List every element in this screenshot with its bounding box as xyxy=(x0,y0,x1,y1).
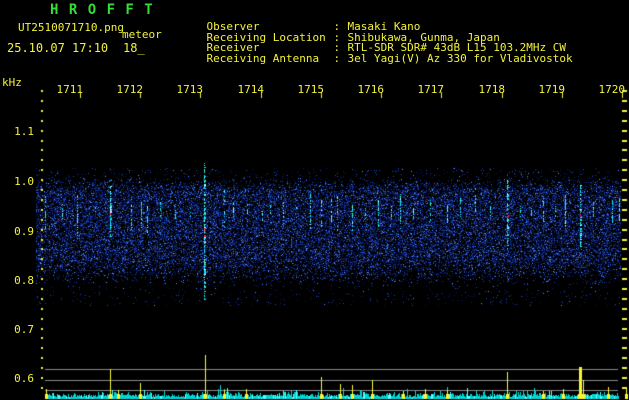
app-title: H R O F F T xyxy=(50,2,154,18)
receiver-value: RTL-SDR SDR# 43dB L15 103.2MHz CW xyxy=(347,41,567,54)
x-axis-tick-label: 1713 xyxy=(176,83,204,96)
observer-value: Masaki Kano xyxy=(347,20,421,33)
info-row-receiver: Receiver: RTL-SDR SDR# 43dB L15 103.2MHz … xyxy=(180,28,567,67)
info-label: Receiving Location xyxy=(206,30,326,44)
x-axis-tick-label: 1717 xyxy=(417,83,445,96)
datetime-label: 25.10.07 17:10 xyxy=(7,41,109,55)
info-row-location: Receiving Location: Shibukawa, Gunma, Jap… xyxy=(180,18,500,57)
y-axis-tick-label: 1.0 xyxy=(14,175,34,188)
x-axis-tick-label: 1719 xyxy=(538,83,566,96)
antenna-value: 3el Yagi(V) Az 330 for Vladivostok xyxy=(347,51,573,65)
seconds-counter: 18_ xyxy=(123,41,145,55)
colon: : xyxy=(333,20,341,33)
colon: : xyxy=(333,41,341,54)
output-filename-label: UT2510071710.png xyxy=(18,21,124,34)
y-axis-tick-label: 0.9 xyxy=(14,225,34,238)
y-axis-tick-label: 1.1 xyxy=(14,125,34,138)
y-axis-tick-label: 0.7 xyxy=(14,323,34,336)
x-axis-tick-label: 1715 xyxy=(297,83,325,96)
x-axis-tick-label: 1716 xyxy=(357,83,385,96)
y-axis-unit-label: kHz xyxy=(2,76,22,89)
x-axis-tick-label: 1720 xyxy=(598,83,626,96)
colon: : xyxy=(333,51,341,65)
y-axis-tick-label: 0.6 xyxy=(14,372,34,385)
observation-series-label: meteor xyxy=(122,28,162,41)
x-axis-tick-label: 1712 xyxy=(116,83,144,96)
x-axis-tick-label: 1714 xyxy=(237,83,265,96)
info-row-antenna: Receiving Antenna:3el Yagi(V) Az 330 for… xyxy=(180,39,573,78)
x-axis-tick-label: 1718 xyxy=(478,83,506,96)
y-axis-tick-label: 0.8 xyxy=(14,274,34,287)
info-label: Observer xyxy=(206,20,260,33)
info-label: Receiving Antenna xyxy=(206,51,320,65)
info-label: Receiver xyxy=(206,41,260,54)
colon: : xyxy=(333,30,341,44)
x-axis-tick-label: 1711 xyxy=(56,83,84,96)
info-row-observer: Observer: Masaki Kano xyxy=(180,7,421,46)
location-value: Shibukawa, Gunma, Japan xyxy=(347,30,500,44)
